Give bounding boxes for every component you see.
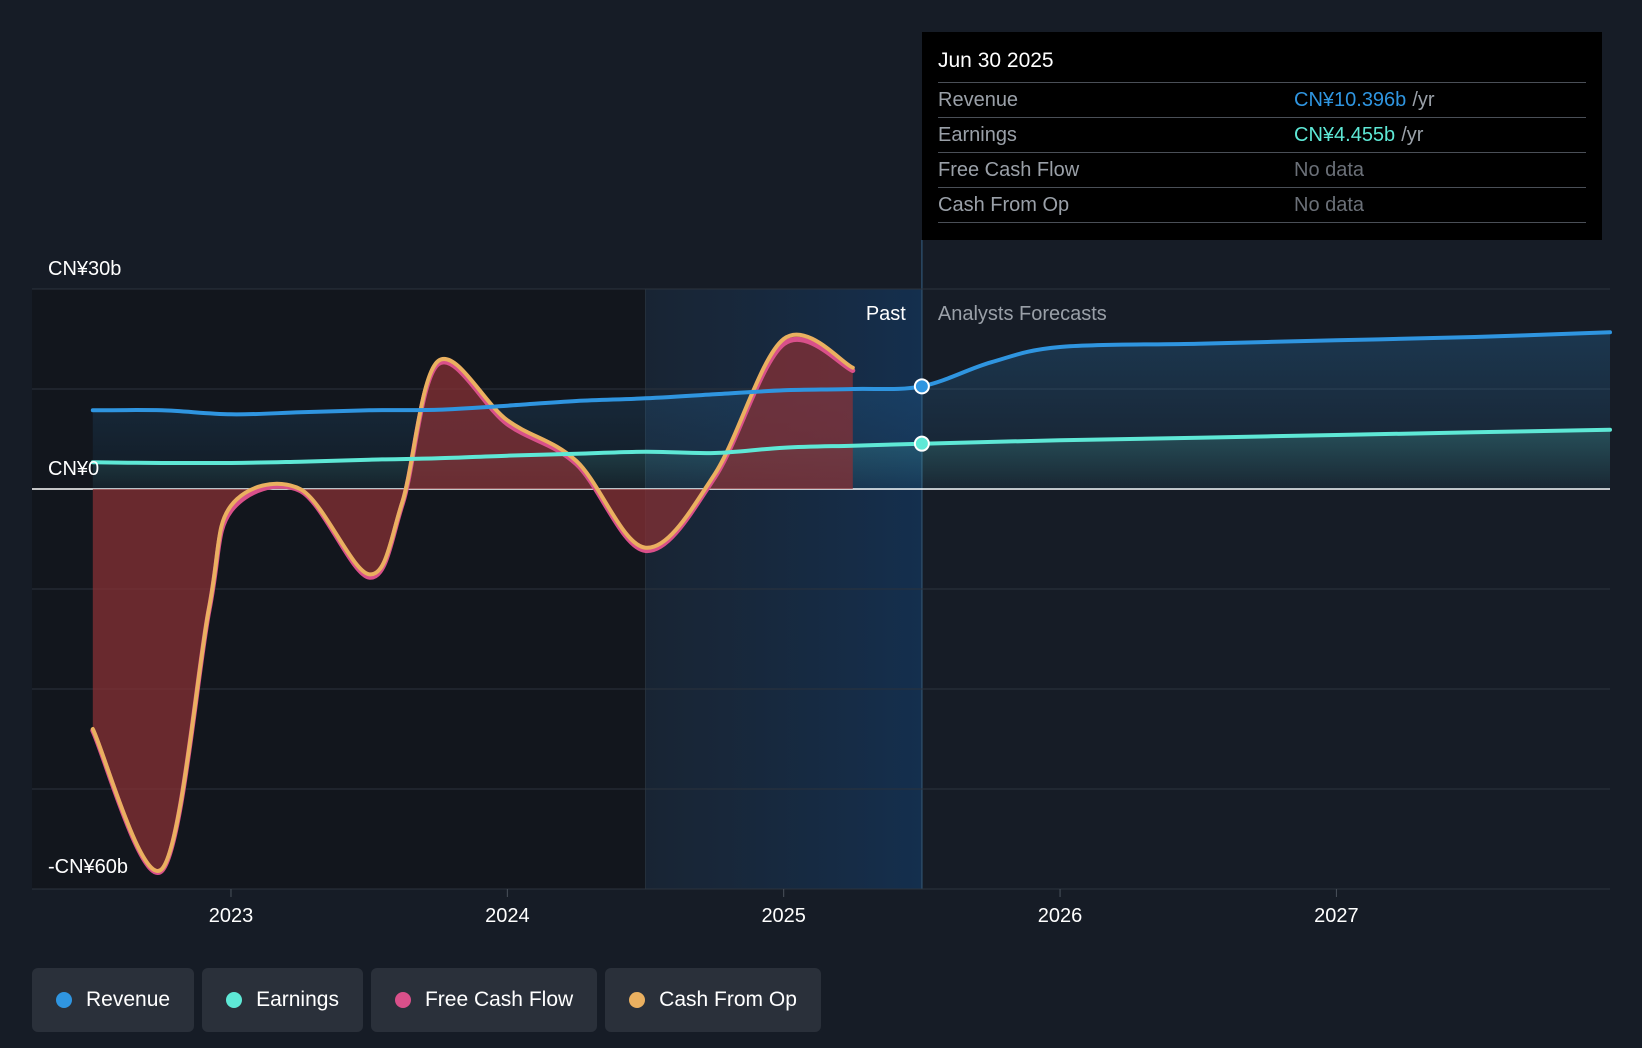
legend-label: Revenue — [86, 988, 171, 1011]
legend: Revenue Earnings Free Cash Flow Cash Fro… — [32, 968, 821, 1032]
tooltip-row-revenue: Revenue CN¥10.396b /yr — [938, 83, 1586, 118]
chart-markers — [913, 378, 930, 452]
cash-from-op-line — [90, 332, 855, 873]
chart-labels: CN¥30b CN¥0 -CN¥60b 2023 2024 2025 2026 2027 Pas… — [48, 258, 1359, 927]
x-tick-label: 2026 — [1038, 905, 1083, 927]
legend-dot-icon — [629, 992, 646, 1008]
legend-item-free-cash-flow[interactable]: Free Cash Flow — [370, 968, 598, 1032]
legend-label: Earnings — [256, 988, 339, 1011]
revenue-marker — [913, 378, 930, 395]
tooltip-row-name: Free Cash Flow — [938, 159, 1080, 181]
tooltip-row-unit: /yr — [1401, 124, 1424, 146]
tooltip-row-name: Revenue — [938, 89, 1019, 111]
tooltip: Jun 30 2025 Revenue CN¥10.396b /yr Earni… — [922, 32, 1602, 240]
earnings-marker — [913, 435, 930, 452]
legend-item-revenue[interactable]: Revenue — [32, 968, 195, 1032]
legend-item-cash-from-op[interactable]: Cash From Op — [605, 968, 821, 1032]
tooltip-row-value: No data — [1294, 159, 1365, 181]
tooltip-row-value: No data — [1294, 194, 1365, 216]
legend-item-earnings[interactable]: Earnings — [202, 968, 363, 1032]
tooltip-row-value: CN¥4.455b — [1294, 124, 1396, 146]
earnings-line — [90, 427, 1612, 466]
x-tick-label: 2023 — [209, 905, 254, 927]
x-tick-label: 2027 — [1314, 905, 1359, 927]
tooltip-row-unit: /yr — [1412, 89, 1435, 111]
y-tick-label: -CN¥60b — [48, 856, 128, 878]
tooltip-row-cash-from-op: Cash From Op No data — [938, 188, 1586, 223]
chart-areas — [92, 332, 1610, 871]
forecast-label: Analysts Forecasts — [938, 303, 1107, 325]
past-label: Past — [866, 303, 906, 325]
tooltip-row-earnings: Earnings CN¥4.455b /yr — [938, 118, 1586, 153]
y-tick-label: CN¥30b — [48, 258, 121, 280]
legend-label: Cash From Op — [659, 988, 797, 1011]
tooltip-row-value: CN¥10.396b — [1294, 89, 1407, 111]
y-tick-label: CN¥0 — [48, 458, 99, 480]
revenue-line — [90, 330, 1612, 417]
legend-dot-icon — [394, 992, 411, 1008]
legend-label: Free Cash Flow — [424, 988, 574, 1011]
tooltip-row-free-cash-flow: Free Cash Flow No data — [938, 153, 1586, 188]
tooltip-row-name: Earnings — [938, 124, 1017, 146]
tooltip-row-name: Cash From Op — [938, 194, 1070, 216]
cash-flow-area — [92, 334, 853, 871]
x-tick-label: 2024 — [485, 905, 530, 927]
chart-lines — [90, 330, 1612, 875]
tooltip-date: Jun 30 2025 — [938, 46, 1586, 83]
legend-dot-icon — [56, 992, 72, 1008]
legend-dot-icon — [226, 992, 243, 1008]
x-tick-label: 2025 — [761, 905, 806, 927]
